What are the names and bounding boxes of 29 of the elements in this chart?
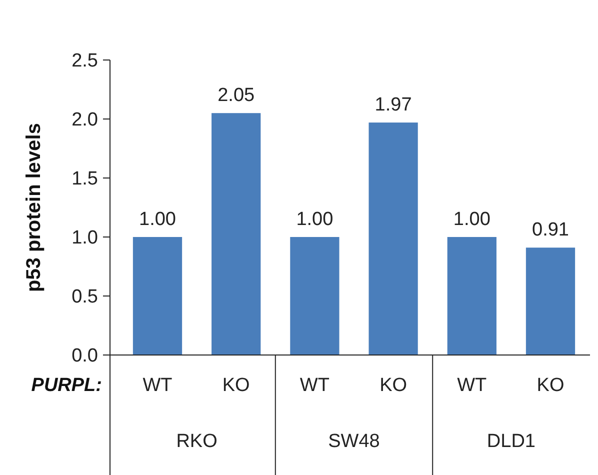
bar (212, 113, 261, 355)
text: RKO (176, 431, 218, 452)
x-tick-label: WT (300, 375, 330, 396)
x-tick-label: KO (380, 375, 408, 396)
y-tick-label: 1.0 (72, 228, 98, 249)
data-label: 1.00 (453, 209, 490, 230)
y-tick-label: 0.5 (72, 286, 98, 308)
bar (132, 237, 182, 355)
data-label: 2.05 (218, 85, 255, 106)
bar (447, 237, 496, 355)
text: PURPL: (31, 375, 102, 396)
data-label: 0.91 (532, 220, 569, 241)
x-tick-label: KO (536, 375, 564, 396)
y-tick-label: 2.0 (72, 110, 98, 131)
y-tick-label: 1.5 (72, 168, 98, 190)
x-tick-label: WT (142, 375, 173, 396)
y-tick-label: 2.5 (72, 50, 98, 72)
y-axis-title: p53 protein levels (23, 123, 45, 292)
bar (368, 122, 418, 355)
text: SW48 (328, 431, 380, 452)
data-label: 1.97 (374, 94, 412, 116)
x-tick-label: WT (457, 375, 488, 396)
data-label: 1.00 (139, 209, 176, 230)
x-tick-label: KO (222, 375, 250, 396)
bar (526, 248, 576, 355)
data-label: 1.00 (296, 209, 334, 230)
bar (290, 237, 340, 355)
y-tick-label: 0.0 (72, 346, 98, 367)
text: DLD1 (486, 431, 536, 452)
